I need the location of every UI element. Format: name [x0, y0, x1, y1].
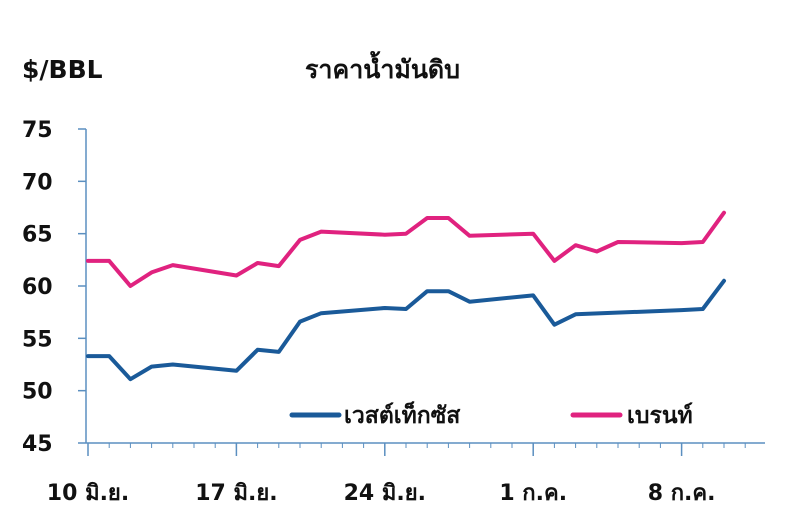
- data-point-0: [468, 300, 472, 304]
- x-tick-label: 17 มิ.ย.: [195, 481, 277, 506]
- data-point-1: [128, 284, 132, 288]
- data-point-1: [277, 264, 281, 268]
- chart-title: ราคาน้ำมันดิบ: [305, 50, 460, 84]
- series-lines: [86, 210, 726, 382]
- data-point-0: [171, 362, 175, 367]
- y-axis-ticks: 75 70 65 60 55 50 45: [22, 118, 86, 457]
- data-point-1: [319, 229, 323, 234]
- y-tick-label: 65: [22, 223, 53, 248]
- y-tick-label: 70: [22, 170, 53, 195]
- data-point-1: [531, 232, 535, 236]
- legend-label-brent: เบรนท์: [627, 402, 693, 429]
- y-tick-label: 60: [22, 275, 53, 300]
- data-point-1: [404, 232, 408, 236]
- data-point-0: [531, 293, 535, 298]
- data-point-1: [616, 240, 620, 244]
- data-point-0: [574, 312, 578, 316]
- data-point-0: [446, 289, 450, 293]
- y-tick-label: 75: [22, 118, 53, 143]
- data-point-0: [150, 364, 154, 369]
- data-point-0: [298, 319, 302, 324]
- data-point-0: [425, 289, 429, 293]
- data-point-0: [701, 307, 705, 311]
- data-point-1: [234, 273, 238, 278]
- x-axis-ticks: 10 มิ.ย. 17 มิ.ย. 24 มิ.ย. 1 ก.ค. 8 ก.ค.: [47, 443, 746, 506]
- legend: เวสต์เท็กซัส เบรนท์: [289, 400, 693, 429]
- data-point-0: [277, 350, 281, 354]
- data-point-1: [446, 216, 450, 220]
- data-point-1: [256, 261, 260, 265]
- data-point-1: [468, 234, 472, 238]
- data-point-0: [722, 279, 726, 283]
- y-tick-label: 55: [22, 327, 53, 352]
- data-point-1: [595, 249, 599, 254]
- data-point-1: [680, 241, 684, 245]
- data-point-1: [107, 259, 111, 263]
- data-point-1: [86, 259, 90, 263]
- data-point-1: [552, 259, 557, 263]
- data-point-0: [680, 308, 684, 312]
- series-line-0: [86, 278, 726, 382]
- legend-label-west-texas: เวสต์เท็กซัส: [344, 400, 461, 429]
- series-line-1: [86, 210, 726, 288]
- data-point-1: [722, 211, 726, 215]
- data-point-0: [256, 348, 260, 352]
- x-tick-label: 8 ก.ค.: [648, 481, 716, 506]
- data-point-0: [128, 377, 132, 381]
- data-point-1: [171, 263, 175, 267]
- x-tick-label: 10 มิ.ย.: [47, 481, 129, 506]
- y-tick-label: 45: [22, 432, 53, 457]
- data-point-1: [574, 243, 578, 247]
- data-point-0: [383, 306, 387, 310]
- data-point-0: [319, 311, 323, 315]
- y-axis-unit-label: $/BBL: [22, 55, 103, 84]
- data-point-1: [298, 238, 302, 242]
- data-point-0: [552, 323, 557, 327]
- data-point-1: [383, 233, 387, 237]
- data-point-1: [701, 240, 705, 244]
- x-tick-label: 1 ก.ค.: [499, 481, 567, 506]
- data-point-1: [150, 270, 154, 274]
- data-point-0: [107, 354, 111, 358]
- x-tick-label: 24 มิ.ย.: [344, 481, 426, 506]
- y-tick-label: 50: [22, 380, 53, 405]
- data-point-1: [425, 216, 429, 220]
- data-point-0: [404, 307, 408, 311]
- data-point-0: [86, 354, 90, 358]
- data-point-0: [234, 369, 238, 373]
